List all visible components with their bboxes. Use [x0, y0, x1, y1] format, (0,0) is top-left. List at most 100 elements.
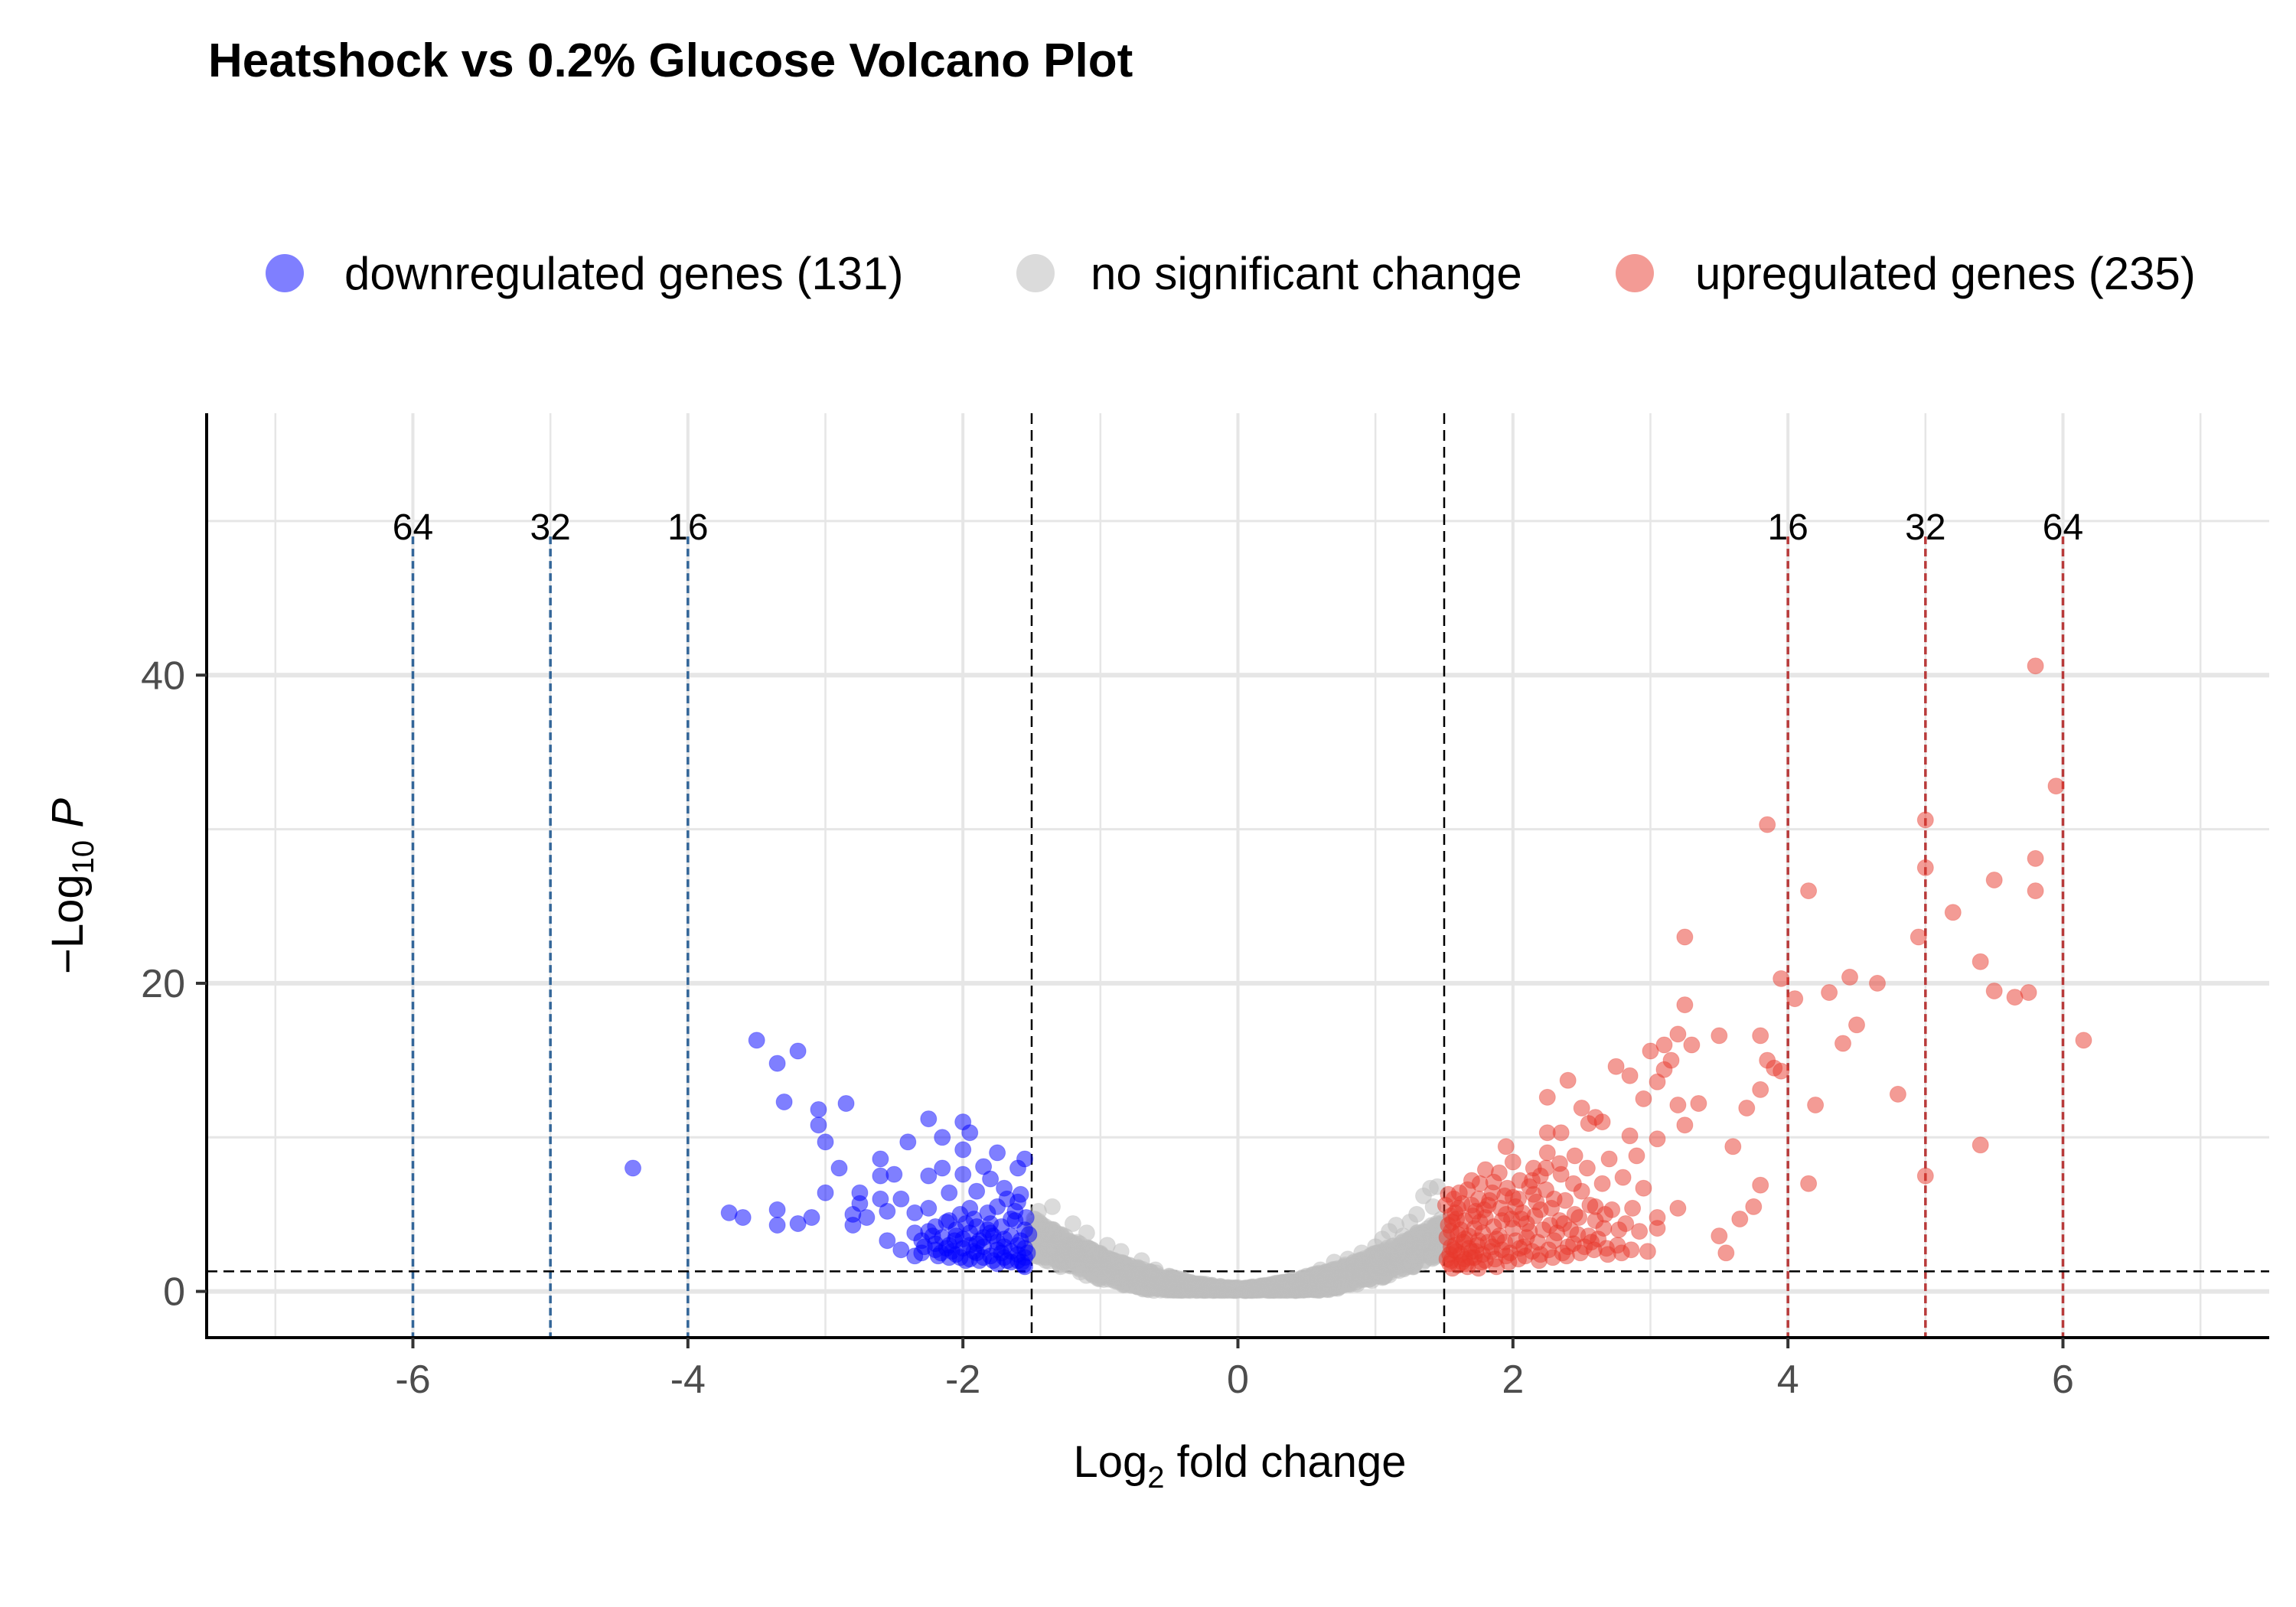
- data-point: [1552, 1124, 1570, 1142]
- data-point: [1944, 904, 1962, 921]
- data-point: [1821, 984, 1838, 1001]
- data-point: [1112, 1243, 1130, 1260]
- data-point: [879, 1232, 896, 1250]
- data-point: [1786, 990, 1804, 1008]
- data-point: [768, 1217, 786, 1234]
- data-point: [1037, 1218, 1054, 1235]
- data-point: [938, 1214, 955, 1231]
- legend-label-upregulated: upregulated genes (235): [1695, 248, 2196, 299]
- data-point: [1635, 1179, 1652, 1197]
- data-point: [1676, 1116, 1694, 1134]
- data-point: [1738, 1100, 1756, 1116]
- data-point: [1524, 1172, 1541, 1189]
- data-point: [968, 1182, 986, 1200]
- data-point: [1284, 1270, 1302, 1288]
- data-point: [1356, 1270, 1374, 1288]
- data-point: [951, 1249, 969, 1266]
- data-point: [1441, 1255, 1459, 1273]
- data-point: [1570, 1209, 1588, 1226]
- fold-change-label: 32: [530, 507, 570, 548]
- data-point: [1243, 1281, 1261, 1299]
- grid: [207, 413, 2269, 1338]
- data-point: [1559, 1071, 1577, 1089]
- data-point: [932, 1244, 950, 1262]
- data-point: [1573, 1100, 1590, 1116]
- data-point: [1146, 1261, 1164, 1279]
- data-point: [1215, 1281, 1233, 1299]
- data-point: [817, 1184, 834, 1201]
- data-point: [1395, 1260, 1413, 1278]
- fold-change-label: 16: [1767, 507, 1808, 548]
- data-point: [1731, 1211, 1749, 1227]
- data-point: [1724, 1138, 1742, 1156]
- data-point: [1257, 1278, 1274, 1296]
- data-point: [1476, 1201, 1493, 1218]
- data-point: [1649, 1130, 1666, 1148]
- data-point: [1298, 1267, 1316, 1285]
- data-point: [2027, 657, 2044, 675]
- data-point: [1773, 970, 1790, 987]
- data-point: [1492, 1199, 1509, 1217]
- data-point: [1020, 1226, 1038, 1244]
- x-tick-label: 6: [2052, 1358, 2074, 1402]
- data-point: [982, 1170, 1000, 1188]
- data-point: [789, 1215, 807, 1232]
- data-point: [906, 1247, 924, 1265]
- data-point: [1425, 1218, 1443, 1236]
- data-point: [1600, 1150, 1618, 1168]
- data-point: [1593, 1175, 1611, 1192]
- data-point: [1543, 1199, 1561, 1217]
- x-tick-label: 4: [1777, 1358, 1799, 1402]
- fold-change-label: 16: [667, 507, 708, 548]
- legend-swatch-downregulated: [266, 254, 304, 292]
- data-point: [993, 1244, 1010, 1262]
- data-point: [1500, 1253, 1518, 1271]
- data-point: [2020, 984, 2037, 1001]
- data-point: [1130, 1277, 1147, 1294]
- data-point: [885, 1165, 903, 1183]
- data-point: [1353, 1244, 1371, 1262]
- data-point: [965, 1243, 983, 1260]
- data-point: [1889, 1085, 1906, 1103]
- y-tick-label: 40: [141, 654, 185, 698]
- data-point: [920, 1110, 938, 1128]
- data-point: [1557, 1247, 1575, 1265]
- data-point: [1759, 816, 1776, 833]
- data-point: [1448, 1211, 1466, 1227]
- data-point: [1985, 872, 2003, 888]
- data-points: [625, 657, 2092, 1299]
- data-point: [1555, 1215, 1573, 1232]
- data-point: [872, 1150, 889, 1168]
- data-point: [1456, 1231, 1473, 1248]
- data-point: [1084, 1266, 1102, 1284]
- data-point: [734, 1209, 752, 1226]
- data-point: [1624, 1199, 1642, 1217]
- data-point: [1044, 1198, 1061, 1215]
- data-point: [879, 1202, 896, 1220]
- data-point: [1042, 1246, 1059, 1263]
- data-point: [830, 1159, 848, 1177]
- data-point: [2047, 777, 2065, 795]
- data-point: [1655, 1061, 1673, 1078]
- data-point: [1418, 1233, 1436, 1250]
- data-point: [1800, 882, 1818, 900]
- data-point: [1773, 1062, 1790, 1080]
- data-point: [2075, 1032, 2092, 1049]
- data-point: [1528, 1193, 1545, 1211]
- data-point: [920, 1199, 938, 1217]
- data-point: [1800, 1175, 1818, 1192]
- data-point: [1050, 1229, 1068, 1247]
- data-point: [625, 1159, 641, 1177]
- y-axis-ticks: 0 20 40: [141, 654, 207, 1315]
- data-point: [1445, 1241, 1463, 1259]
- y-axis-title: −Log10 P: [43, 798, 100, 974]
- data-point: [1683, 1036, 1701, 1054]
- data-point: [768, 1054, 786, 1072]
- x-tick-label: 0: [1227, 1358, 1249, 1402]
- data-point: [1752, 1027, 1769, 1045]
- data-point: [1607, 1058, 1625, 1075]
- data-point: [1467, 1243, 1485, 1260]
- data-point: [1635, 1090, 1652, 1107]
- data-point: [817, 1133, 834, 1151]
